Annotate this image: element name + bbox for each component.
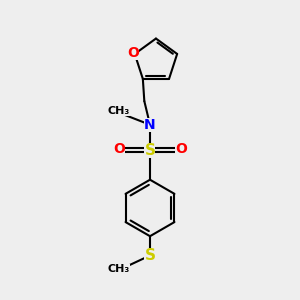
Text: O: O bbox=[175, 142, 187, 155]
Text: CH₃: CH₃ bbox=[108, 264, 130, 274]
Text: O: O bbox=[127, 46, 139, 60]
Text: CH₃: CH₃ bbox=[108, 106, 130, 116]
Text: O: O bbox=[113, 142, 125, 155]
Text: N: N bbox=[144, 118, 156, 132]
Text: S: S bbox=[145, 142, 155, 158]
Text: S: S bbox=[145, 248, 155, 263]
